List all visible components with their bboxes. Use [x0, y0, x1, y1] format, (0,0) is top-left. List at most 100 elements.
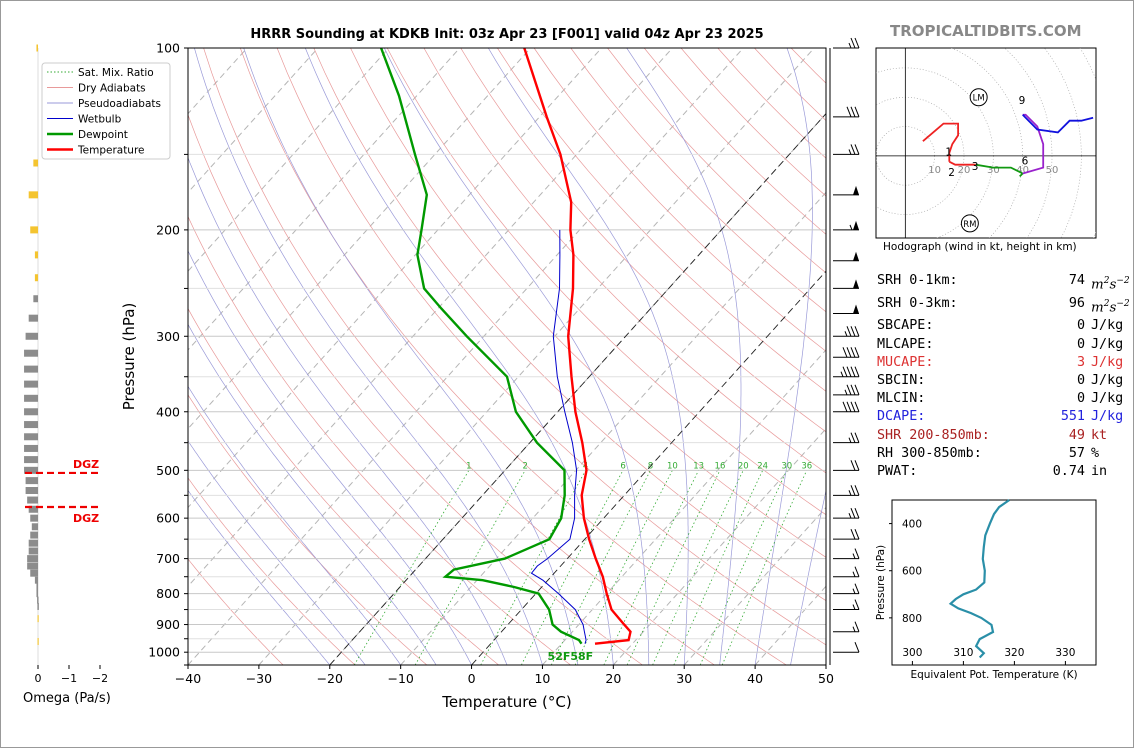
omega-bar — [30, 531, 38, 539]
parameter-value: 57 — [1068, 445, 1085, 461]
omega-bar — [24, 466, 38, 474]
wind-barb-full — [846, 326, 852, 337]
theta-e-x-tick-label: 300 — [902, 647, 922, 659]
omega-bar — [27, 555, 38, 563]
parameter-label: SBCAPE: — [877, 318, 934, 334]
pseudoadiabat — [304, 48, 614, 665]
omega-bar — [30, 226, 38, 234]
omega-bar — [24, 408, 38, 416]
skewt-axes: −40 −30 −20 −10 0 10 20 30 40 50 100 200 300 400 500 60… — [120, 41, 834, 712]
mixing-ratio-label: 24 — [757, 461, 768, 471]
wind-barb-half — [844, 331, 848, 337]
wind-barb-half — [849, 224, 853, 231]
omega-bar — [24, 421, 38, 429]
wind-barb-pennant — [853, 251, 859, 261]
isotherm-line — [188, 48, 461, 351]
omega-bar — [34, 274, 38, 282]
isotherm-line — [329, 112, 826, 665]
parameter-unit: J/kg — [1091, 318, 1124, 334]
dry-adiabat — [188, 477, 356, 665]
dry-adiabat — [188, 394, 428, 665]
isotherm-line — [188, 48, 673, 587]
mixing-ratio-label: 1 — [466, 461, 471, 471]
omega-bar — [36, 583, 38, 591]
parameter-unit: m2s−2 — [1091, 298, 1130, 316]
theta-e-y-tick-label: 400 — [902, 519, 922, 531]
dry-adiabat — [460, 48, 826, 433]
dry-adiabat — [423, 48, 826, 474]
parameter-value: 96 — [1068, 295, 1085, 311]
dry-adiabat — [239, 48, 787, 665]
parameter-unit: J/kg — [1091, 391, 1124, 407]
parameter-value: 0 — [1076, 336, 1085, 352]
mixing-ratio-label: 36 — [801, 461, 812, 471]
dry-adiabat — [188, 215, 571, 665]
isotherm-line — [188, 48, 744, 665]
wind-barb-full — [850, 384, 856, 396]
wind-barb-full — [854, 366, 860, 377]
hodograph-trace — [948, 160, 976, 166]
parameter-unit: J/kg — [1091, 336, 1124, 352]
dry-adiabat — [313, 48, 826, 602]
storm-motion-label: LM — [973, 94, 985, 104]
storm-motion-marker — [969, 88, 988, 107]
omega-bar — [37, 615, 39, 623]
parameter-label: RH 300-850mb: — [877, 445, 982, 461]
omega-bar — [27, 562, 38, 570]
omega-bar — [24, 433, 38, 441]
hodograph-ring-label: 30 — [987, 165, 1000, 176]
hodograph-height-label: 2 — [948, 167, 955, 179]
mixing-ratio-line — [626, 470, 721, 665]
mixing-ratio-label: 2 — [522, 461, 527, 471]
x-tick-label: −20 — [317, 671, 343, 686]
parameter-row: SHR 200-850mb: 49 kt — [877, 427, 1130, 445]
x-tick-label: −40 — [175, 671, 201, 686]
wind-barb-full — [854, 384, 860, 396]
wind-barb-half — [852, 588, 856, 594]
y-tick-label: 700 — [156, 551, 180, 566]
dry-adiabat — [386, 48, 826, 516]
omega-bar — [36, 590, 38, 598]
mixing-ratio-line — [673, 470, 764, 665]
parameter-table: SRH 0-1km: 74 m2s−2 SRH 0-3km: 96 m2s−2 SBCAPE… — [877, 272, 1130, 481]
parameter-row: RH 300-850mb: 57% — [877, 445, 1130, 463]
wind-barb-full — [854, 37, 860, 49]
hodograph-ring-label: 40 — [1016, 165, 1029, 176]
isotherm-line — [188, 48, 602, 509]
parameter-row: SBCIN: 0 J/kg — [877, 372, 1130, 390]
pseudoadiabat — [188, 250, 472, 665]
y-tick-label: 900 — [156, 617, 180, 632]
omega-bar — [37, 596, 39, 604]
omega-bar — [27, 496, 38, 504]
x-tick-label: 50 — [818, 671, 834, 686]
parameter-row: DCAPE: 551 J/kg — [877, 408, 1130, 426]
parameter-value: 49 — [1068, 427, 1085, 443]
pseudoadiabat — [188, 489, 331, 665]
wetbulb-line — [530, 229, 587, 644]
parameter-unit: m2s−2 — [1091, 276, 1130, 293]
wind-barb-full — [850, 347, 856, 358]
wind-barb-full — [850, 507, 856, 519]
minus20-isotherm — [329, 112, 826, 665]
omega-bar — [25, 487, 38, 495]
hodograph-trace — [975, 163, 1025, 178]
legend-entry: Temperature — [77, 145, 145, 157]
wind-barb-full — [850, 366, 856, 377]
wind-barb-full — [842, 366, 848, 377]
hodograph-caption: Hodograph (wind in kt, height in km) — [883, 241, 1077, 253]
dewpoint-line — [379, 48, 583, 645]
wind-barb-full — [850, 528, 856, 540]
wind-barb-half — [852, 571, 856, 577]
wind-barb-half — [852, 626, 856, 632]
parameter-unit: J/kg — [1091, 409, 1124, 425]
wind-barb-full — [850, 485, 856, 496]
omega-bar — [33, 159, 38, 167]
wind-barb-pennant — [853, 220, 859, 230]
mixing-ratio-label: 30 — [781, 461, 792, 471]
wind-barb-full — [854, 599, 860, 610]
parameter-row: MLCIN: 0 J/kg — [877, 390, 1130, 408]
omega-panel: DGZ DGZ 0 −1 −2 — [24, 44, 108, 685]
dgz-label: DGZ — [73, 458, 99, 471]
temperature-line — [523, 48, 632, 645]
chart-title: HRRR Sounding at KDKB Init: 03z Apr 23 [… — [250, 27, 764, 42]
